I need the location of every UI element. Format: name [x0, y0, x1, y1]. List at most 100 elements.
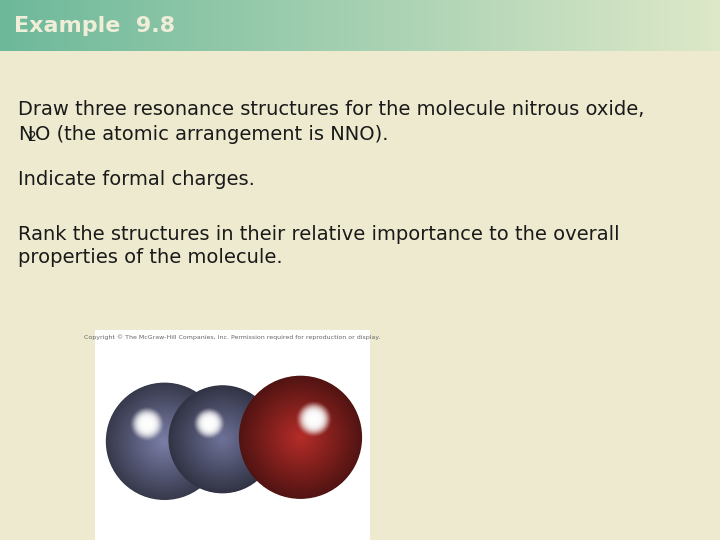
- Circle shape: [258, 395, 343, 480]
- Bar: [58, 0, 60, 51]
- Circle shape: [132, 409, 163, 439]
- Circle shape: [186, 403, 259, 476]
- Text: Draw three resonance structures for the molecule nitrous oxide,: Draw three resonance structures for the …: [18, 100, 644, 119]
- Circle shape: [202, 418, 243, 460]
- Bar: [43, 0, 45, 51]
- Circle shape: [145, 422, 148, 426]
- Circle shape: [150, 428, 179, 455]
- Bar: [27, 0, 29, 51]
- Circle shape: [160, 437, 169, 445]
- Bar: [607, 0, 610, 51]
- Bar: [571, 0, 574, 51]
- Circle shape: [138, 415, 192, 468]
- Bar: [353, 0, 355, 51]
- Bar: [243, 0, 245, 51]
- Bar: [95, 330, 370, 540]
- Circle shape: [271, 408, 330, 467]
- Circle shape: [312, 417, 316, 421]
- Circle shape: [253, 390, 348, 484]
- Bar: [391, 0, 394, 51]
- Circle shape: [247, 384, 354, 490]
- Circle shape: [209, 426, 236, 453]
- Circle shape: [193, 410, 252, 469]
- Bar: [502, 0, 504, 51]
- Circle shape: [264, 401, 337, 474]
- Circle shape: [266, 403, 335, 471]
- Circle shape: [159, 436, 170, 447]
- Circle shape: [218, 435, 228, 444]
- Circle shape: [176, 393, 269, 486]
- Circle shape: [206, 420, 212, 427]
- Bar: [185, 0, 187, 51]
- Bar: [545, 0, 547, 51]
- Bar: [91, 0, 94, 51]
- Bar: [430, 0, 432, 51]
- Bar: [588, 0, 590, 51]
- Bar: [45, 0, 48, 51]
- Bar: [423, 0, 425, 51]
- Bar: [207, 0, 209, 51]
- Circle shape: [199, 415, 246, 463]
- Text: properties of the molecule.: properties of the molecule.: [18, 248, 283, 267]
- Circle shape: [276, 413, 325, 462]
- Bar: [197, 0, 199, 51]
- Circle shape: [155, 432, 174, 451]
- Circle shape: [215, 432, 230, 447]
- Bar: [384, 0, 387, 51]
- Bar: [302, 0, 305, 51]
- Bar: [240, 0, 243, 51]
- Circle shape: [248, 385, 353, 490]
- Circle shape: [119, 396, 210, 487]
- Circle shape: [270, 407, 331, 468]
- Circle shape: [200, 417, 245, 461]
- Bar: [415, 0, 418, 51]
- Circle shape: [220, 437, 225, 441]
- Circle shape: [117, 394, 212, 488]
- Circle shape: [258, 395, 343, 479]
- Circle shape: [146, 423, 183, 460]
- Bar: [343, 0, 346, 51]
- Circle shape: [173, 390, 272, 489]
- Bar: [562, 0, 564, 51]
- Circle shape: [282, 418, 320, 456]
- Bar: [650, 0, 653, 51]
- Bar: [610, 0, 612, 51]
- Bar: [153, 0, 156, 51]
- Circle shape: [300, 404, 328, 434]
- Circle shape: [207, 421, 211, 425]
- Bar: [214, 0, 216, 51]
- Circle shape: [135, 411, 194, 471]
- Circle shape: [207, 421, 212, 426]
- Circle shape: [172, 389, 273, 490]
- Circle shape: [305, 410, 323, 428]
- Circle shape: [181, 398, 264, 481]
- Bar: [583, 0, 585, 51]
- Circle shape: [208, 422, 210, 424]
- Bar: [369, 0, 372, 51]
- Circle shape: [289, 426, 312, 449]
- Bar: [540, 0, 542, 51]
- Circle shape: [201, 415, 217, 431]
- Bar: [312, 0, 315, 51]
- Circle shape: [176, 393, 269, 485]
- Bar: [538, 0, 540, 51]
- Circle shape: [222, 438, 223, 440]
- Circle shape: [256, 393, 346, 482]
- Bar: [221, 0, 223, 51]
- Circle shape: [301, 406, 327, 432]
- Circle shape: [145, 422, 184, 461]
- Circle shape: [206, 423, 239, 456]
- Bar: [513, 0, 516, 51]
- Bar: [271, 0, 274, 51]
- Bar: [199, 0, 202, 51]
- Bar: [137, 0, 139, 51]
- Bar: [643, 0, 646, 51]
- Bar: [547, 0, 549, 51]
- Bar: [531, 0, 533, 51]
- Circle shape: [198, 413, 220, 434]
- Bar: [437, 0, 439, 51]
- Bar: [142, 0, 144, 51]
- Circle shape: [284, 421, 317, 453]
- Bar: [346, 0, 348, 51]
- Bar: [408, 0, 410, 51]
